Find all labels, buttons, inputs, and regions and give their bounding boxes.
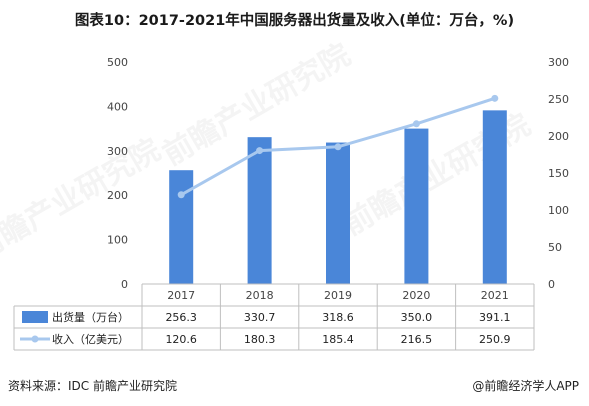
y-left-tick-label: 0 (121, 278, 128, 291)
y-right-tick-label: 0 (548, 278, 555, 291)
y-left-tick-label: 100 (107, 234, 128, 247)
y-left-tick-label: 300 (107, 145, 128, 158)
data-label: 350.0 (401, 311, 433, 324)
y-axis-left: 0 100 200 300 400 500 (107, 56, 128, 291)
y-axis-right: 0 50 100 150 200 250 300 (548, 56, 569, 291)
line-point (491, 94, 499, 102)
legend-line-marker (31, 335, 39, 343)
data-label: 330.7 (244, 311, 276, 324)
y-left-tick-label: 200 (107, 189, 128, 202)
y-right-tick-label: 100 (548, 204, 569, 217)
x-tick-label: 2021 (481, 289, 509, 302)
y-right-tick-label: 250 (548, 93, 569, 106)
data-label: 120.6 (165, 333, 197, 346)
source-note: 资料来源：IDC 前瞻产业研究院 (8, 379, 177, 393)
y-right-tick-label: 50 (548, 241, 562, 254)
data-label: 318.6 (322, 311, 354, 324)
data-label: 185.4 (322, 333, 354, 346)
x-tick-label: 2017 (167, 289, 195, 302)
line-point (412, 120, 420, 128)
bar (404, 128, 429, 284)
bar-series (169, 110, 507, 285)
x-tick-label: 2020 (402, 289, 430, 302)
chart-title: 图表10：2017-2021年中国服务器出货量及收入(单位：万台，%) (74, 13, 515, 29)
data-label: 391.1 (479, 311, 511, 324)
y-right-tick-label: 200 (548, 130, 569, 143)
x-tick-label: 2018 (246, 289, 274, 302)
data-label: 180.3 (244, 333, 276, 346)
line-point (177, 191, 185, 199)
line-point (256, 147, 264, 155)
legend-bar-swatch (22, 311, 48, 323)
y-left-tick-label: 400 (107, 100, 128, 113)
y-right-tick-label: 150 (548, 167, 569, 180)
data-label: 250.9 (479, 333, 511, 346)
bar (326, 142, 350, 284)
bar (482, 110, 507, 285)
data-label: 256.3 (165, 311, 197, 324)
y-left-tick-label: 500 (107, 56, 128, 69)
y-right-tick-label: 300 (548, 56, 569, 69)
x-tick-label: 2019 (324, 289, 352, 302)
data-table: 2017 2018 2019 2020 2021 出货量（万台） 256.3 330.7 318… (13, 283, 535, 351)
line-point (334, 143, 342, 151)
line-series (177, 94, 499, 199)
bar (169, 170, 194, 284)
combo-chart: 0 100 200 300 400 500 0 50 100 150 200 250 300 2017… (13, 56, 569, 351)
bar (247, 137, 272, 284)
data-label: 216.5 (401, 333, 433, 346)
credit-note: @前瞻经济学人APP (472, 379, 579, 393)
legend-label: 出货量（万台） (52, 310, 129, 324)
legend-label: 收入（亿美元） (52, 332, 129, 346)
